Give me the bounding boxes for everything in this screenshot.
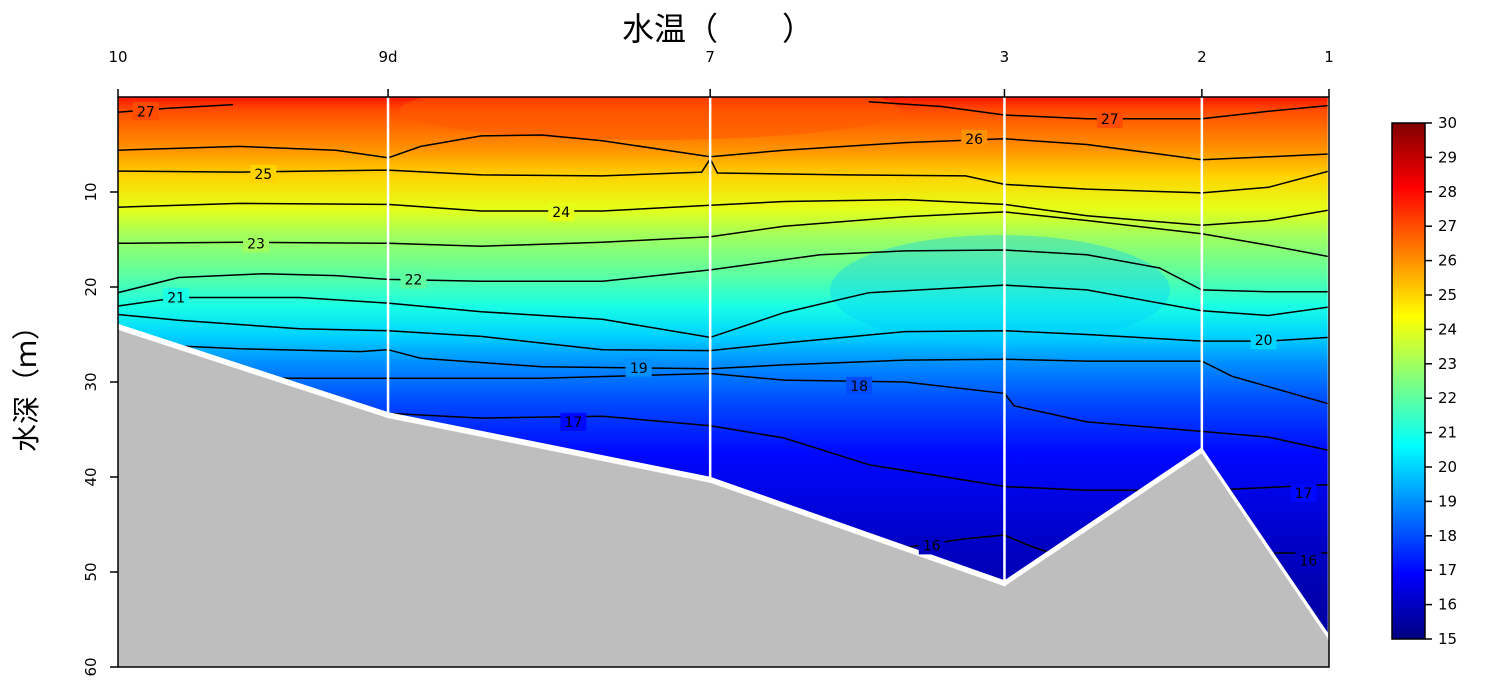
contour-label-bg [846, 376, 873, 395]
colorbar-tick-label: 25 [1438, 286, 1457, 304]
chart-title: 水温（ ） [622, 10, 814, 48]
contour-label: 16 [923, 538, 941, 554]
contour-label-bg [548, 202, 575, 221]
contour-label: 16 [1299, 554, 1317, 570]
colorbar-tick-label: 24 [1438, 320, 1457, 338]
y-tick-label: 20 [82, 277, 100, 296]
contour-26 [118, 134, 1329, 161]
contour-27 [868, 101, 1329, 120]
y-tick-label: 60 [82, 657, 100, 676]
contour-label-bg [243, 234, 270, 253]
colorbar: 15 16 17 18 19 20 21 22 23 24 25 26 27 28 29 30 [1391, 114, 1457, 648]
contour-label: 25 [254, 167, 272, 183]
colorbar-ticks: 15 16 17 18 19 20 21 22 23 24 25 26 27 28 29 30 [1425, 114, 1457, 648]
y-axis-left: 10 20 30 40 50 60 [82, 182, 118, 677]
colorbar-tick-label: 23 [1438, 355, 1457, 373]
contour-label-bg [625, 358, 652, 377]
colorbar-tick-label: 30 [1438, 114, 1457, 132]
x-axis-top: 10 9d 7 3 2 1 [108, 48, 1334, 97]
y-tick-label: 50 [82, 562, 100, 581]
cool-anomaly-station3 [830, 235, 1170, 345]
x-tick-label: 3 [1000, 48, 1010, 66]
colorbar-tick-label: 16 [1438, 596, 1457, 614]
contour-label-bg [132, 102, 159, 121]
x-tick-label: 1 [1324, 48, 1334, 66]
colorbar-tick-label: 26 [1438, 252, 1457, 270]
colorbar-tick-label: 22 [1438, 389, 1457, 407]
contour-label-bg [1295, 551, 1322, 570]
contour-label-bg [1096, 109, 1123, 128]
colorbar-tick-label: 15 [1438, 630, 1457, 648]
contour-label: 17 [1295, 486, 1313, 502]
x-tick-label: 7 [705, 48, 715, 66]
contour-18 [275, 372, 1329, 452]
warm-anomaly-center [400, 97, 900, 140]
contour-label: 22 [405, 272, 423, 288]
contour-label: 27 [137, 104, 155, 120]
y-axis-label: 水深（ｍ） [10, 312, 43, 452]
contour-label: 27 [1101, 112, 1119, 128]
contour-label: 23 [247, 236, 265, 252]
colorbar-tick-label: 20 [1438, 458, 1457, 476]
y-tick-label: 10 [82, 182, 100, 201]
colorbar-tick-label: 29 [1438, 148, 1457, 166]
contour-label-bg [1290, 484, 1317, 503]
contour-label: 19 [630, 361, 648, 377]
contour-label: 26 [965, 132, 983, 148]
contour-label-bg [1250, 331, 1277, 350]
contour-label: 24 [552, 205, 570, 221]
colorbar-tick-label: 19 [1438, 492, 1457, 510]
contour-22 [118, 249, 1329, 294]
y-tick-label: 30 [82, 372, 100, 391]
colorbar-tick-label: 28 [1438, 183, 1457, 201]
x-tick-label: 10 [108, 48, 127, 66]
contour-25 [118, 157, 1329, 194]
contour-label-bg [918, 536, 945, 555]
colorbar-tick-label: 21 [1438, 424, 1457, 442]
contour-label: 21 [167, 290, 185, 306]
contour-label: 18 [850, 379, 868, 395]
colorbar-fill [1391, 122, 1426, 640]
x-tick-label: 9d [379, 48, 398, 66]
y-tick-label: 40 [82, 467, 100, 486]
contour-label: 17 [564, 415, 582, 431]
contour-21 [118, 284, 1329, 339]
colorbar-tick-label: 18 [1438, 527, 1457, 545]
contour-19 [154, 344, 1329, 405]
contour-label-bg [560, 412, 587, 431]
contour-20 [118, 313, 1329, 352]
colorbar-tick-label: 17 [1438, 561, 1457, 579]
contour-label-bg [250, 164, 277, 183]
seafloor [118, 329, 1329, 667]
colorbar-tick-label: 27 [1438, 217, 1457, 235]
contour-labels: 27 27 26 25 24 23 22 21 20 19 18 17 17 16 16 [132, 102, 1322, 570]
contour-label-bg [163, 288, 190, 307]
contour-label-bg [400, 270, 427, 289]
contour-label-bg [961, 129, 988, 148]
x-tick-label: 2 [1197, 48, 1207, 66]
contour-label: 20 [1255, 333, 1273, 349]
